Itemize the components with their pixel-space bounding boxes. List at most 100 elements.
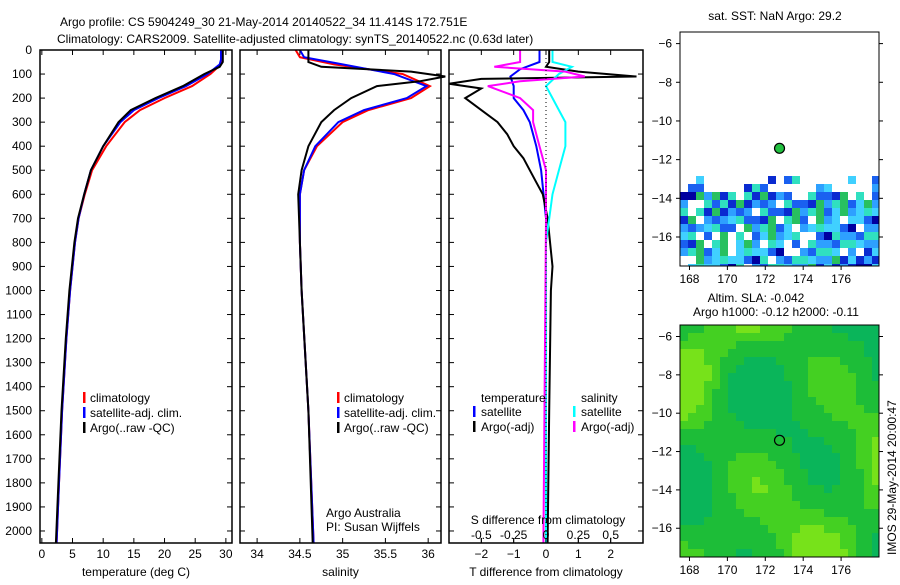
sla-cell (720, 549, 728, 557)
sla-cell (776, 405, 784, 413)
sla-cell (816, 405, 824, 413)
sla-cell (752, 501, 760, 509)
sst-cell (696, 256, 704, 264)
sla-cell (760, 405, 768, 413)
sla-cell (696, 389, 704, 397)
sla-cell (760, 461, 768, 469)
sla-cell (768, 469, 776, 477)
sst-cell (768, 192, 776, 200)
sla-cell (864, 405, 872, 413)
series-salinity-satellite (544, 50, 575, 543)
sla-cell (736, 485, 744, 493)
sst-cell (768, 216, 776, 224)
sla-cell (704, 501, 712, 509)
sla-cell (704, 421, 712, 429)
sla-cell (704, 517, 712, 525)
y-tick-label: 1600 (5, 428, 32, 442)
sla-cell (808, 413, 816, 421)
x-tick-label: 0 (38, 547, 45, 561)
sst-cell (808, 264, 816, 266)
sst-cell (752, 192, 760, 200)
sla-cell (720, 525, 728, 533)
panel-temperature: 0 5 10 15 20 25 30 temperature (deg C) 0 100 200 30… (5, 43, 233, 579)
sla-cell (696, 397, 704, 405)
sla-cell (760, 349, 768, 357)
sla-cell (688, 469, 696, 477)
sla-cell (720, 437, 728, 445)
sla-cell (728, 549, 736, 557)
sla-cell (744, 541, 752, 549)
sla-cell (760, 341, 768, 349)
sst-cell (856, 232, 864, 240)
sst-cell (680, 192, 688, 200)
sst-cell (848, 224, 856, 232)
sla-cell (864, 325, 872, 333)
sla-cell (752, 485, 760, 493)
sla-cell (800, 485, 808, 493)
s-tick-label: 0 (543, 528, 550, 542)
sla-cell (832, 549, 840, 557)
sla-cell (728, 509, 736, 517)
sla-cell (688, 533, 696, 541)
sla-cell (728, 397, 736, 405)
sla-cell (872, 333, 879, 341)
sst-cell (760, 256, 768, 264)
sla-cell (768, 365, 776, 373)
s-tick-label: -0.5 (471, 528, 492, 542)
sla-cell (840, 445, 848, 453)
sla-cell (872, 525, 879, 533)
sst-cell (728, 208, 736, 216)
sst-cell (872, 264, 879, 266)
sla-cell (744, 517, 752, 525)
sst-cell (848, 264, 856, 266)
sst-cell (872, 232, 879, 240)
sla-cell (808, 549, 816, 557)
sla-cell (824, 549, 832, 557)
sla-cell (720, 517, 728, 525)
sla-cell (744, 341, 752, 349)
sla-cell (736, 333, 744, 341)
sla-cell (712, 429, 720, 437)
sla-cell (776, 509, 784, 517)
sla-cell (784, 325, 792, 333)
sla-cell (704, 357, 712, 365)
sla-cell (800, 333, 808, 341)
sst-cell (704, 256, 712, 264)
y-tick-label: 1300 (5, 356, 32, 370)
sla-cell (736, 437, 744, 445)
sst-cell (744, 256, 752, 264)
sst-cell (832, 248, 840, 256)
sla-cell (848, 517, 856, 525)
legend-label: Argo(..raw -QC) (344, 421, 429, 435)
sla-cell (680, 477, 688, 485)
sla-cell (840, 501, 848, 509)
sla-cell (728, 541, 736, 549)
sla-cell (784, 397, 792, 405)
sst-cell (872, 216, 879, 224)
legend-swatch (337, 392, 340, 403)
sla-cell (784, 485, 792, 493)
sla-cell (840, 429, 848, 437)
sla-cell (792, 389, 800, 397)
sla-cell (720, 421, 728, 429)
sla-cell (832, 325, 840, 333)
sla-cell (848, 373, 856, 381)
sst-cell (792, 240, 800, 248)
sla-cell (848, 477, 856, 485)
sla-cell (760, 325, 768, 333)
map-sla-title-2: Argo h1000: -0.12 h2000: -0.11 (693, 305, 859, 319)
sla-cell (696, 325, 704, 333)
legend-swatch (83, 422, 86, 433)
sst-cell (688, 264, 696, 266)
sla-cell (768, 437, 776, 445)
sla-cell (840, 413, 848, 421)
sst-cell (784, 256, 792, 264)
sst-cell (824, 200, 832, 208)
sla-cell (792, 501, 800, 509)
sst-cell (848, 216, 856, 224)
sst-cell (848, 240, 856, 248)
sla-cell (760, 477, 768, 485)
y-tick-label: 0 (25, 43, 32, 57)
sla-cell (840, 381, 848, 389)
